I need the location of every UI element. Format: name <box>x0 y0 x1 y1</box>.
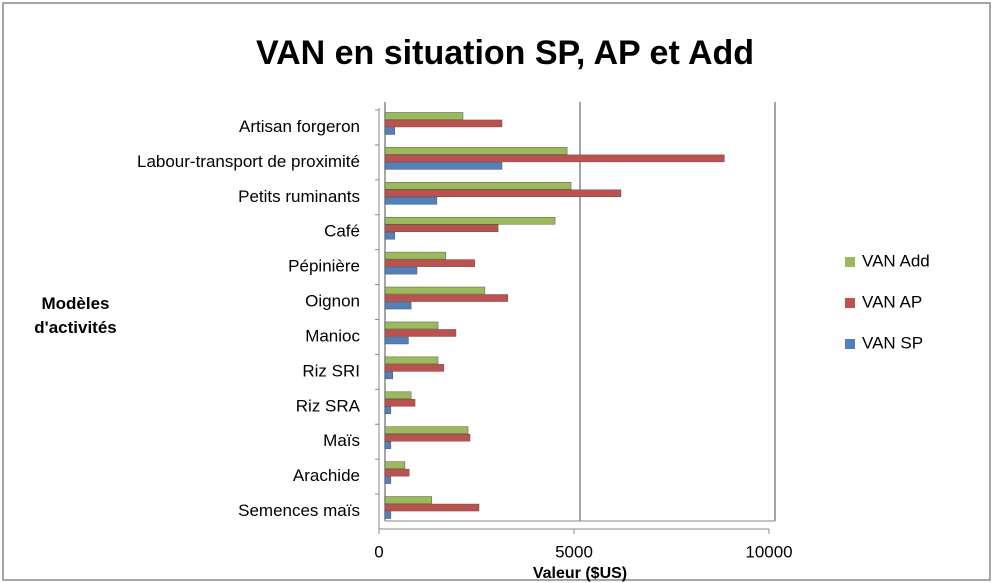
bar <box>384 329 457 337</box>
bar <box>384 294 509 302</box>
legend-swatch <box>845 257 855 267</box>
bar <box>384 511 392 519</box>
bar <box>384 503 480 512</box>
y-tick-label: Semences maïs <box>238 501 360 520</box>
legend-swatch <box>845 298 855 308</box>
bar <box>384 197 438 205</box>
y-tick-label: Riz SRI <box>302 361 360 380</box>
y-tick-label: Pépinière <box>288 257 360 276</box>
chart-title: VAN en situation SP, AP et Add <box>256 34 754 72</box>
y-tick-label: Labour-transport de proximité <box>137 152 360 171</box>
bar <box>384 301 412 310</box>
bar <box>384 154 725 163</box>
bar <box>384 119 503 128</box>
y-axis-title: Modèles d'activités <box>34 294 117 337</box>
bar <box>384 127 395 135</box>
y-tick-label: Manioc <box>305 326 360 345</box>
y-tick-label: Riz SRA <box>296 396 361 415</box>
bar <box>384 336 409 345</box>
x-tick-label: 0 <box>374 542 383 561</box>
bar <box>384 231 395 240</box>
x-axis-title: Valeur ($US) <box>533 565 627 582</box>
bar <box>384 476 392 484</box>
bar <box>384 406 392 415</box>
bar <box>384 399 416 407</box>
y-tick-label: Arachide <box>293 466 360 485</box>
y-tick-label: Oignon <box>305 292 360 311</box>
bar <box>384 266 418 275</box>
legend-label: VAN SP <box>862 333 923 352</box>
bar <box>384 147 568 155</box>
bar <box>384 468 410 477</box>
legend-swatch <box>845 339 855 349</box>
bar <box>384 433 471 442</box>
bar <box>384 224 499 232</box>
bar <box>384 356 439 365</box>
bar <box>384 364 445 372</box>
y-tick-label: Maïs <box>323 431 360 450</box>
bar <box>384 182 572 190</box>
bar <box>384 321 439 330</box>
y-tick-label: Petits ruminants <box>238 187 360 206</box>
legend-label: VAN Add <box>862 251 930 270</box>
legend-label: VAN AP <box>862 292 922 311</box>
y-tick-label: Artisan forgeron <box>239 117 360 136</box>
bar <box>384 426 469 434</box>
bar <box>384 112 464 120</box>
bar <box>384 259 475 267</box>
y-tick-label: Café <box>324 222 360 241</box>
bar <box>384 286 486 295</box>
x-tick-label: 10000 <box>745 542 792 561</box>
x-tick-label: 5000 <box>555 542 593 561</box>
bar <box>384 251 447 260</box>
bar <box>384 391 412 400</box>
bar <box>384 189 622 198</box>
bar <box>384 441 392 449</box>
bar <box>384 371 394 380</box>
bar <box>384 162 503 170</box>
bar <box>384 461 406 469</box>
bar <box>384 216 556 225</box>
bar <box>384 496 433 504</box>
